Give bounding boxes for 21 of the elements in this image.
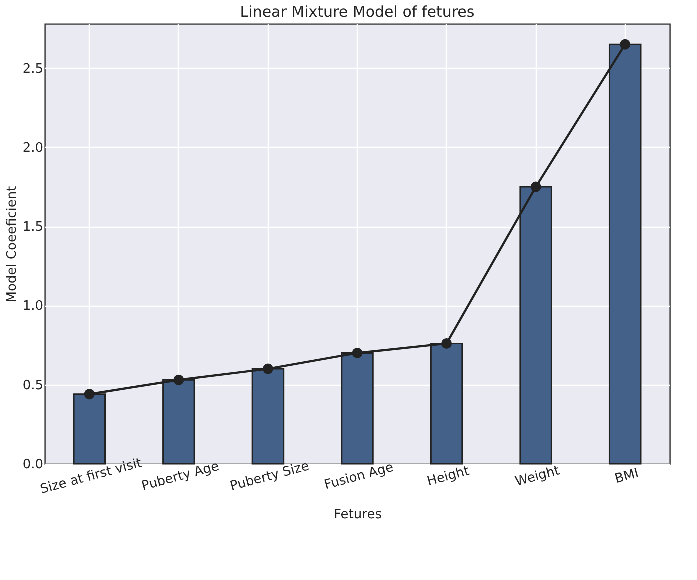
x-tick-label: Puberty Size bbox=[228, 459, 311, 495]
y-tick-label: 0.0 bbox=[22, 458, 44, 472]
x-tick-label: Height bbox=[426, 464, 472, 490]
point bbox=[174, 374, 184, 386]
y-tick-label: 0.5 bbox=[22, 378, 44, 394]
y-axis-title: Model Coeeficient bbox=[4, 186, 20, 303]
point bbox=[530, 182, 542, 192]
point bbox=[620, 39, 631, 50]
x-tick-label: Fusion Age bbox=[323, 460, 396, 494]
y-tick-label: 2.5 bbox=[22, 62, 44, 77]
x-tick-label: BMI bbox=[614, 466, 641, 488]
x-tick-label: Weight bbox=[514, 464, 562, 490]
y-tick-label: 2.0 bbox=[22, 140, 44, 156]
point bbox=[262, 364, 274, 374]
point bbox=[442, 338, 452, 349]
y-tick-label: 1.5 bbox=[22, 220, 44, 236]
point bbox=[84, 389, 95, 400]
y-tick-label: 1.0 bbox=[22, 299, 44, 314]
point bbox=[352, 348, 363, 358]
chart-title: Linear Mixture Model of fetures bbox=[240, 3, 475, 21]
x-axis-title: Fetures bbox=[334, 508, 382, 523]
